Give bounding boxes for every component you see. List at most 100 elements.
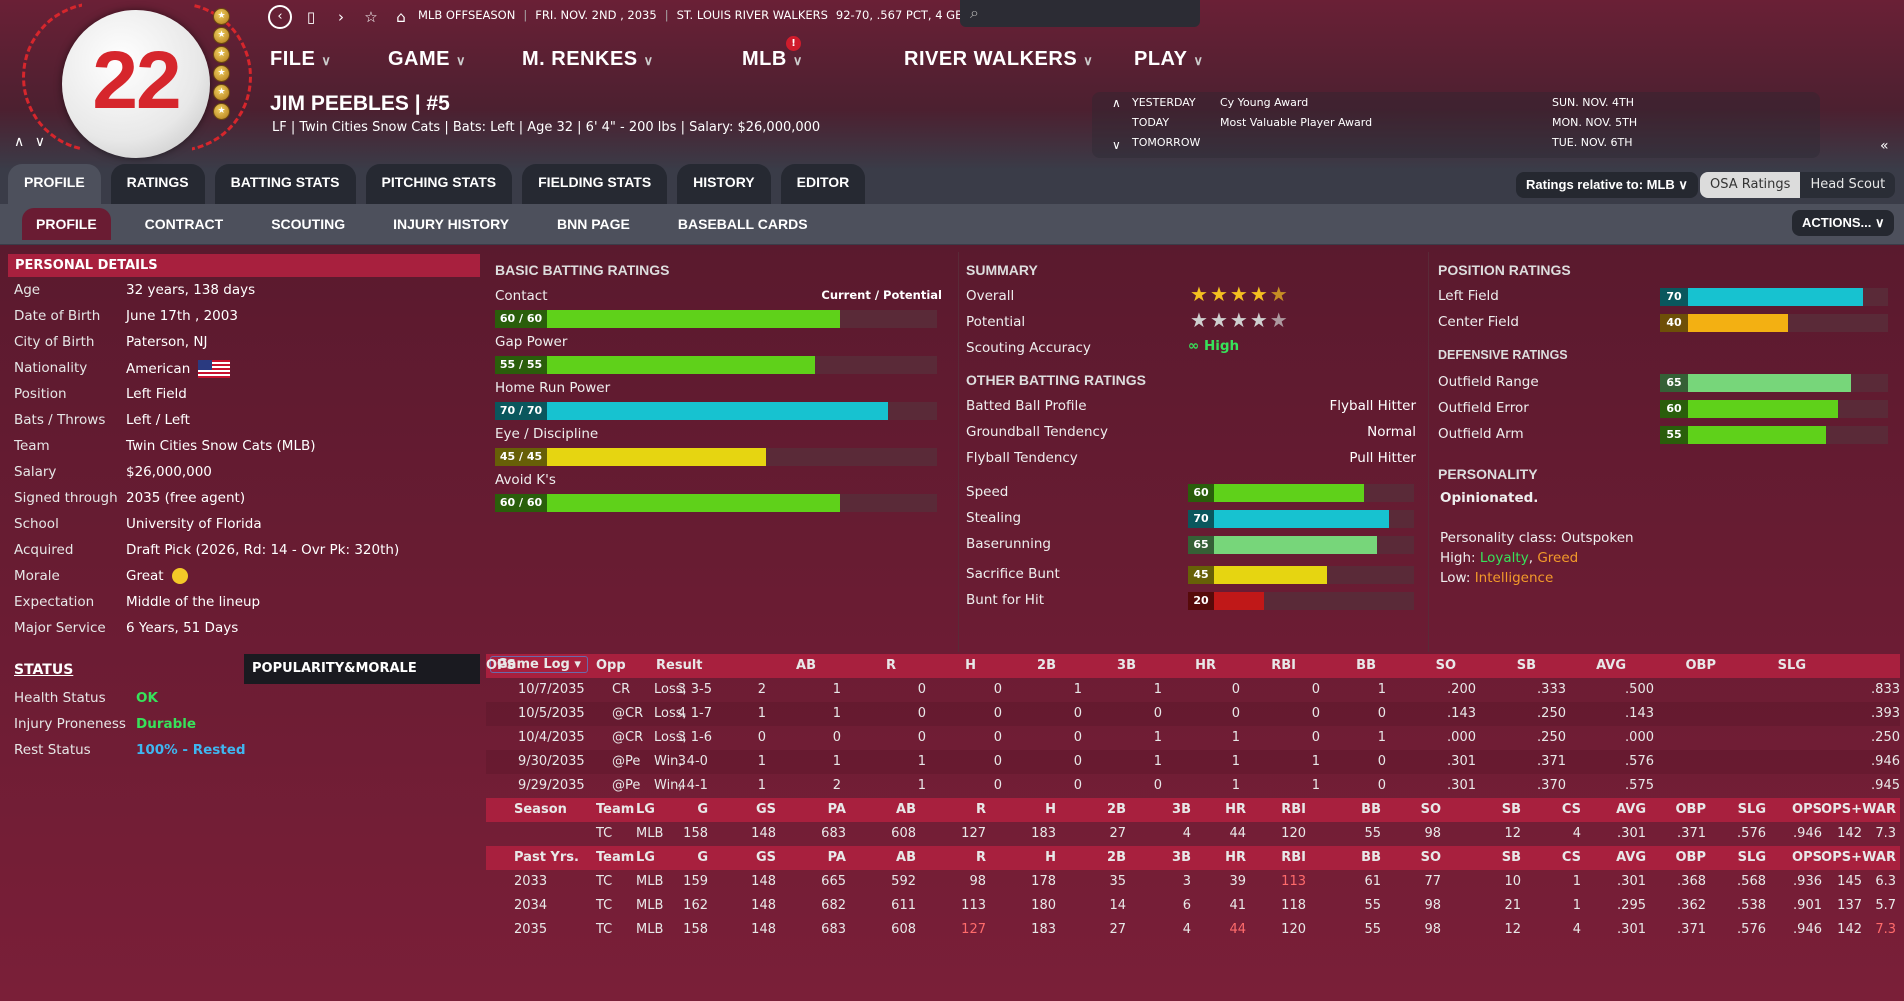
running-rating-name: Speed bbox=[966, 484, 1009, 500]
bar-fill bbox=[1214, 566, 1327, 584]
award-badge-icon: ★ bbox=[213, 27, 230, 44]
menu-file[interactable]: FILE ∨ bbox=[270, 48, 331, 71]
chevron-down-icon[interactable]: ∨ bbox=[1112, 138, 1121, 152]
menu-team[interactable]: RIVER WALKERS ∨ bbox=[904, 48, 1093, 71]
current-potential-legend: Current / Potential bbox=[821, 288, 942, 302]
tab-batting-stats[interactable]: BATTING STATS bbox=[214, 164, 356, 204]
award-badge-icon: ★ bbox=[213, 103, 230, 120]
detail-label: Team bbox=[14, 438, 50, 454]
column-header: SB bbox=[1501, 802, 1521, 817]
column-header: CS bbox=[1561, 802, 1581, 817]
event-date: TUE. NOV. 6TH bbox=[1552, 136, 1633, 149]
popularity-morale-tab[interactable]: POPULARITY&MORALE bbox=[244, 654, 480, 684]
bar-value: 60 bbox=[1188, 484, 1214, 502]
chevron-up-icon[interactable]: ∧ bbox=[1112, 96, 1121, 110]
gamelog-cell: 10/4/2035 bbox=[518, 730, 585, 745]
stat-cell: 12 bbox=[1504, 826, 1521, 841]
gamelog-cell: .575 bbox=[1625, 778, 1654, 793]
personal-detail-row: Salary $26,000,000 bbox=[14, 464, 474, 486]
running-rating-bar: 60 bbox=[1188, 484, 1414, 502]
binoculars-icon: ∞ bbox=[1188, 338, 1200, 354]
bar-fill bbox=[1688, 374, 1851, 392]
column-header: 2B bbox=[1107, 850, 1126, 865]
forward-icon[interactable]: ▯ bbox=[306, 8, 316, 26]
subtab-bnn-page[interactable]: BNN PAGE bbox=[557, 216, 630, 232]
bookmark-icon[interactable]: › bbox=[338, 8, 344, 26]
gamelog-cell: @CR bbox=[612, 706, 644, 721]
home-icon[interactable]: ⌂ bbox=[396, 8, 406, 26]
player-nav-arrows[interactable]: ∧ ∨ bbox=[14, 134, 48, 150]
stat-cell: 4 bbox=[1182, 922, 1191, 937]
bar-fill bbox=[547, 494, 840, 512]
gamelog-cell: 0 bbox=[993, 706, 1002, 721]
bar-value: 45 bbox=[1188, 566, 1214, 584]
search-input[interactable]: ⌕ bbox=[960, 0, 1200, 27]
osa-ratings-button[interactable]: OSA Ratings bbox=[1700, 172, 1801, 198]
gamelog-cell: .946 bbox=[1871, 754, 1900, 769]
other-rating-label: Batted Ball Profile bbox=[966, 398, 1087, 414]
status-header[interactable]: STATUS bbox=[14, 662, 74, 678]
bar-fill bbox=[547, 310, 840, 328]
sub-tabs: PROFILE CONTRACT SCOUTING INJURY HISTORY… bbox=[22, 208, 822, 240]
ratings-relative-dropdown[interactable]: Ratings relative to: MLB ∨ bbox=[1516, 172, 1698, 198]
gamelog-cell: 1 bbox=[757, 778, 766, 793]
subtab-injury-history[interactable]: INJURY HISTORY bbox=[393, 216, 510, 232]
stat-cell: 158 bbox=[683, 826, 708, 841]
gamelog-select[interactable]: Game Log ▾ bbox=[490, 656, 588, 673]
subtab-baseball-cards[interactable]: BASEBALL CARDS bbox=[677, 216, 808, 232]
subtab-contract[interactable]: CONTRACT bbox=[144, 216, 224, 232]
bar-value: 60 / 60 bbox=[495, 494, 547, 512]
batting-rating-bar: 55 / 55 bbox=[495, 356, 937, 374]
stat-cell: 682 bbox=[821, 898, 846, 913]
tab-history[interactable]: HISTORY bbox=[677, 164, 771, 204]
gamelog-cell: Loss, 1-7 bbox=[654, 706, 713, 721]
event-when: YESTERDAY bbox=[1132, 96, 1196, 109]
personal-detail-row: Nationality American bbox=[14, 360, 474, 382]
gamelog-cell: 1 bbox=[1153, 730, 1162, 745]
gamelog-cell: .250 bbox=[1537, 730, 1566, 745]
column-header: SO bbox=[1420, 850, 1441, 865]
stat-cell: .301 bbox=[1617, 826, 1646, 841]
tab-ratings[interactable]: RATINGS bbox=[110, 164, 205, 204]
tab-pitching-stats[interactable]: PITCHING STATS bbox=[365, 164, 513, 204]
column-header: H bbox=[965, 658, 976, 673]
gamelog-cell: 0 bbox=[1073, 730, 1082, 745]
tab-editor[interactable]: EDITOR bbox=[780, 164, 866, 204]
menu-label: PLAY bbox=[1134, 48, 1188, 70]
menu-league[interactable]: MLB ∨ bbox=[742, 48, 803, 71]
gamelog-cell: 0 bbox=[1073, 754, 1082, 769]
stat-cell: 148 bbox=[751, 874, 776, 889]
chevron-down-icon: ∨ bbox=[1874, 215, 1885, 230]
stat-cell: .301 bbox=[1617, 874, 1646, 889]
stat-cell: 183 bbox=[1031, 922, 1056, 937]
tab-profile[interactable]: PROFILE bbox=[8, 164, 101, 204]
column-header: RBI bbox=[1281, 802, 1306, 817]
back-icon[interactable]: ‹ bbox=[268, 5, 292, 29]
event-what[interactable]: Most Valuable Player Award bbox=[1220, 116, 1373, 129]
menu-game[interactable]: GAME ∨ bbox=[388, 48, 466, 71]
event-what[interactable]: Cy Young Award bbox=[1220, 96, 1309, 109]
event-date: SUN. NOV. 4TH bbox=[1552, 96, 1635, 109]
navigation-icons: ‹ ▯ › ☆ ⌂ bbox=[268, 4, 412, 30]
subtab-scouting[interactable]: SCOUTING bbox=[271, 216, 346, 232]
stat-cell: 7.3 bbox=[1875, 922, 1896, 937]
other-rating-value: Normal bbox=[1367, 424, 1416, 440]
actions-dropdown[interactable]: ACTIONS... ∨ bbox=[1792, 210, 1895, 236]
gamelog-cell: Win, 4-0 bbox=[654, 754, 708, 769]
collapse-icon[interactable]: « bbox=[1880, 138, 1889, 154]
defense-name: Outfield Arm bbox=[1438, 426, 1524, 442]
stat-cell: 118 bbox=[1281, 898, 1306, 913]
bar-value: 55 bbox=[1660, 426, 1688, 444]
menu-manager[interactable]: M. RENKES ∨ bbox=[522, 48, 654, 71]
tab-fielding-stats[interactable]: FIELDING STATS bbox=[522, 164, 668, 204]
season-header: Season Team LG G GS PA AB R H 2B 3B HR RBI BB SO SB CS AV… bbox=[486, 798, 1900, 822]
separator: | bbox=[523, 8, 528, 22]
stat-cell: .371 bbox=[1677, 826, 1706, 841]
event-row: TOMORROW TUE. NOV. 6TH bbox=[1132, 136, 1812, 154]
subtab-profile[interactable]: PROFILE bbox=[22, 208, 111, 240]
bar-value: 70 / 70 bbox=[495, 402, 547, 420]
menu-play[interactable]: PLAY ∨ bbox=[1134, 48, 1204, 71]
gamelog-cell: 9/29/2035 bbox=[518, 778, 585, 793]
star-icon[interactable]: ☆ bbox=[364, 8, 378, 26]
head-scout-button[interactable]: Head Scout bbox=[1810, 177, 1886, 192]
